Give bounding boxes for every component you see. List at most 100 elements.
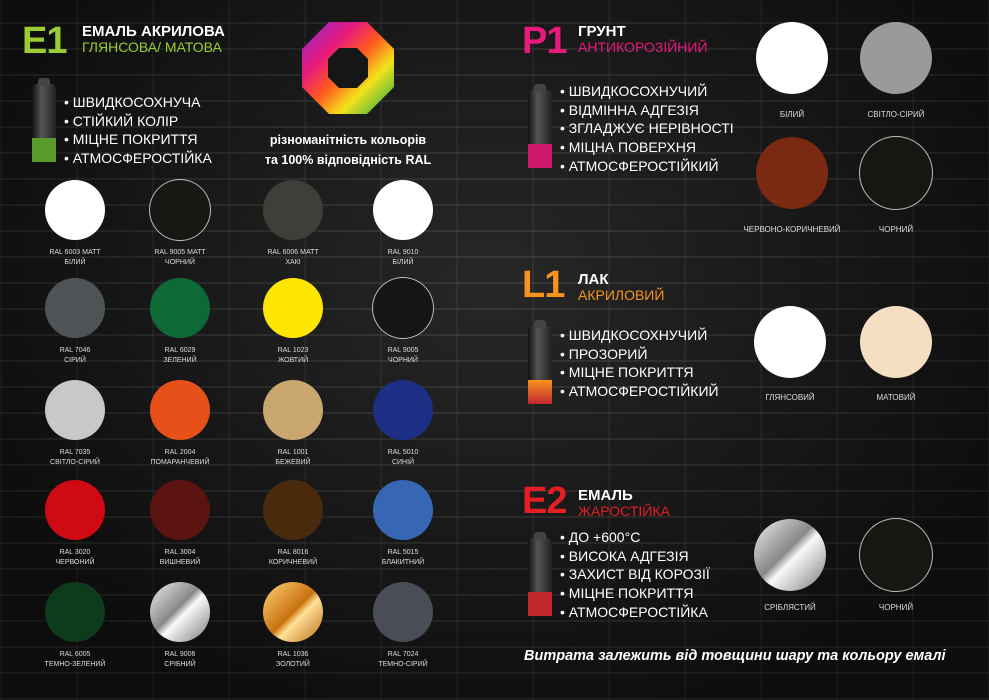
feature: МІЦНЕ ПОКРИТТЯ <box>560 584 710 603</box>
swatch-label: RAL 3004 ВИШНЕВИЙ <box>125 548 235 568</box>
swatch-label: СВІТЛО-СІРИЙ <box>867 110 925 119</box>
color-swatch <box>150 480 210 540</box>
ral-code: RAL 8016 <box>277 549 309 556</box>
color-name: БЕЖЕВИЙ <box>275 459 311 466</box>
color-swatch <box>373 180 433 240</box>
e2-title: ЕМАЛЬ <box>578 487 633 504</box>
swatch-label: RAL 9010 БІЛИЙ <box>348 248 458 268</box>
feature: ВІДМІННА АДГЕЗІЯ <box>560 101 734 120</box>
swatch-label: СРІБЛЯСТИЙ <box>764 603 816 612</box>
e2-spray-can-image <box>528 532 552 616</box>
feature: ДО +600°С <box>560 528 710 547</box>
swatch-label: RAL 6003 MATT БІЛИЙ <box>20 248 130 268</box>
feature: ШВИДКОСОХНУЧИЙ <box>560 326 719 345</box>
swatch-label: RAL 1023 ЖОВТИЙ <box>238 346 348 366</box>
color-swatch <box>756 137 828 209</box>
ral-code: RAL 1001 <box>277 449 309 456</box>
ral-code: RAL 7024 <box>387 651 419 658</box>
feature: АТМОСФЕРОСТІЙКИЙ <box>560 382 719 401</box>
swatch-label: RAL 7035 СВІТЛО-СІРИЙ <box>20 448 130 468</box>
ral-caption-line2: та 100% відповідність RAL <box>264 153 432 167</box>
ral-caption: різноманітність кольорів та 100% відпові… <box>250 130 446 170</box>
color-swatch <box>860 137 932 209</box>
l1-title: ЛАК <box>578 271 609 288</box>
ral-code: RAL 9010 <box>387 249 419 256</box>
color-swatch <box>754 306 826 378</box>
color-swatch <box>263 180 323 240</box>
color-swatch <box>45 582 105 642</box>
color-swatch <box>263 278 323 338</box>
swatch-label: БІЛИЙ <box>779 110 805 119</box>
feature: ЗГЛАДЖУЄ НЕРІВНОСТІ <box>560 119 734 138</box>
ral-code: RAL 1036 <box>277 651 309 658</box>
color-name: ЗЕЛЕНИЙ <box>163 357 197 364</box>
footer-note: Витрата залежить від товщини шару та кол… <box>524 648 946 664</box>
e1-spray-can-image <box>32 78 56 162</box>
feature: ШВИДКОСОХНУЧА <box>64 93 212 112</box>
color-name: ТЕМНО-ЗЕЛЕНИЙ <box>44 661 106 668</box>
e1-subtitle: ГЛЯНСОВА/ МАТОВА <box>82 39 222 55</box>
ral-code: RAL 7046 <box>59 347 91 354</box>
ral-code: RAL 5010 <box>387 449 419 456</box>
color-swatch <box>150 582 210 642</box>
color-swatch <box>150 180 210 240</box>
swatch-label: ГЛЯНСОВИЙ <box>765 393 815 402</box>
swatch-label: RAL 8016 КОРИЧНЕВИЙ <box>238 548 348 568</box>
color-swatch <box>45 480 105 540</box>
swatch-label: RAL 9005 ЧОРНИЙ <box>348 346 458 366</box>
color-swatch <box>263 480 323 540</box>
l1-subtitle: АКРИЛОВИЙ <box>578 287 665 303</box>
ral-code: RAL 6029 <box>164 347 196 354</box>
l1-code: L1 <box>522 264 565 306</box>
p1-spray-can-image <box>528 84 552 168</box>
swatch-label: RAL 6005 ТЕМНО-ЗЕЛЕНИЙ <box>20 650 130 670</box>
color-swatch <box>860 306 932 378</box>
color-swatch <box>45 380 105 440</box>
color-swatch <box>373 582 433 642</box>
ral-code: RAL 9005 MATT <box>154 249 206 256</box>
ral-code: RAL 7035 <box>59 449 91 456</box>
e1-features: ШВИДКОСОХНУЧА СТІЙКИЙ КОЛІР МІЦНЕ ПОКРИТ… <box>64 93 212 168</box>
e1-code: E1 <box>22 20 67 62</box>
p1-features: ШВИДКОСОХНУЧИЙ ВІДМІННА АДГЕЗІЯ ЗГЛАДЖУЄ… <box>560 82 734 176</box>
swatch-label: RAL 9006 СРІБНИЙ <box>125 650 235 670</box>
e2-features: ДО +600°С ВИСОКА АДГЕЗІЯ ЗАХИСТ ВІД КОРО… <box>560 528 710 622</box>
swatch-label: RAL 6029 ЗЕЛЕНИЙ <box>125 346 235 366</box>
color-name: ВИШНЕВИЙ <box>159 559 201 566</box>
p1-subtitle: АНТИКОРОЗІЙНИЙ <box>578 39 708 55</box>
swatch-label: RAL 7024 ТЕМНО-СІРИЙ <box>348 650 458 670</box>
color-swatch <box>373 480 433 540</box>
color-name: СРІБНИЙ <box>164 661 196 668</box>
swatch-label: RAL 5015 БЛАКИТНИЙ <box>348 548 458 568</box>
e2-code: E2 <box>522 480 567 522</box>
p1-code: P1 <box>522 20 567 62</box>
ral-code: RAL 5015 <box>387 549 419 556</box>
color-name: БІЛИЙ <box>392 259 414 266</box>
feature: СТІЙКИЙ КОЛІР <box>64 112 212 131</box>
e1-title: ЕМАЛЬ АКРИЛОВА <box>82 23 225 40</box>
color-name: ЧЕРВОНИЙ <box>55 559 95 566</box>
color-name: БЛАКИТНИЙ <box>381 559 425 566</box>
color-name: СВІТЛО-СІРИЙ <box>50 459 100 466</box>
color-swatch <box>263 380 323 440</box>
color-swatch <box>45 278 105 338</box>
p1-title: ГРУНТ <box>578 23 626 40</box>
swatch-label: RAL 5010 СИНІЙ <box>348 448 458 468</box>
color-name: БІЛИЙ <box>64 259 86 266</box>
color-name: ЧОРНИЙ <box>165 259 195 266</box>
color-name: ТЕМНО-СІРИЙ <box>378 661 428 668</box>
color-swatch <box>263 582 323 642</box>
ral-code: RAL 9005 <box>387 347 419 354</box>
swatch-label: МАТОВИЙ <box>876 393 916 402</box>
swatch-label: RAL 7046 СІРИЙ <box>20 346 130 366</box>
swatch-label: ЧОРНИЙ <box>878 225 914 234</box>
feature: ВИСОКА АДГЕЗІЯ <box>560 547 710 566</box>
l1-spray-can-image <box>528 320 552 404</box>
feature: АТМОСФЕРОСТІЙКИЙ <box>560 157 734 176</box>
swatch-label: ЧЕРВОНО-КОРИЧНЕВИЙ <box>743 225 841 234</box>
feature: МІЦНЕ ПОКРИТТЯ <box>560 363 719 382</box>
color-swatch <box>756 22 828 94</box>
swatch-label: RAL 1001 БЕЖЕВИЙ <box>238 448 348 468</box>
feature: МІЦНЕ ПОКРИТТЯ <box>64 130 212 149</box>
ral-code: RAL 6003 MATT <box>49 249 101 256</box>
